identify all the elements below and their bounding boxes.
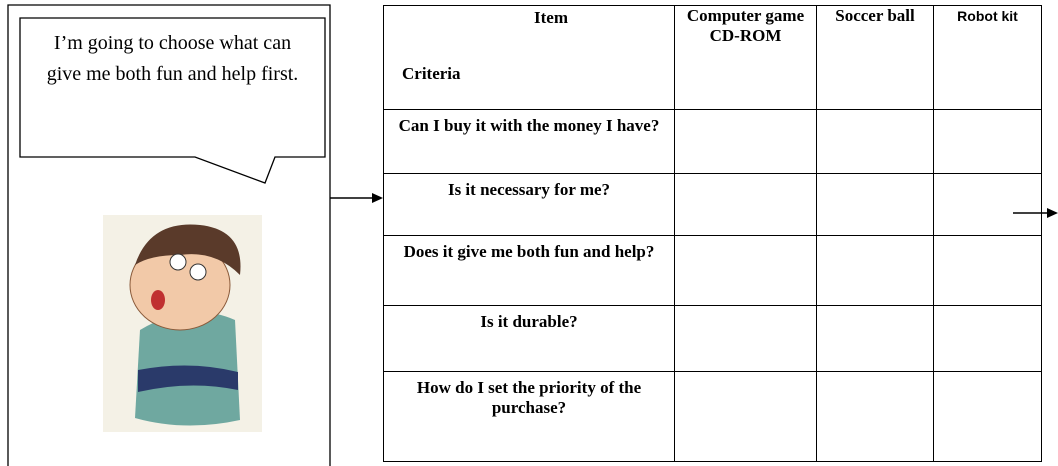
corner-cell: Item Criteria <box>383 5 675 110</box>
empty-cell <box>816 371 934 462</box>
empty-cell <box>674 235 817 306</box>
empty-cell <box>674 173 817 236</box>
empty-cell <box>933 109 1042 174</box>
header-row: Item Criteria Computer game CD-ROM Socce… <box>383 5 1042 110</box>
criteria-cell: Is it durable? <box>383 305 675 372</box>
empty-cell <box>674 305 817 372</box>
arrow-head <box>1047 208 1058 218</box>
criteria-cell: Is it necessary for me? <box>383 173 675 236</box>
criteria-cell: Does it give me both fun and help? <box>383 235 675 306</box>
criteria-cell: Can I buy it with the money I have? <box>383 109 675 174</box>
criteria-table: Item Criteria Computer game CD-ROM Socce… <box>383 5 1042 462</box>
empty-cell <box>816 305 934 372</box>
empty-cell <box>933 235 1042 306</box>
item-label: Item <box>534 8 568 27</box>
character <box>103 215 262 432</box>
criteria-row: Is it durable? <box>383 305 1042 372</box>
criteria-row: How do I set the priority of the purchas… <box>383 371 1042 462</box>
criteria-cell: How do I set the priority of the purchas… <box>383 371 675 462</box>
bubble-text: I’m going to choose what can give me bot… <box>46 32 299 85</box>
empty-cell <box>674 109 817 174</box>
empty-cell <box>933 305 1042 372</box>
column-header: Robot kit <box>933 5 1042 110</box>
empty-cell <box>816 235 934 306</box>
criteria-row: Does it give me both fun and help? <box>383 235 1042 306</box>
arrow-head <box>372 193 383 203</box>
speech-bubble <box>19 17 326 184</box>
empty-cell <box>933 173 1042 236</box>
column-header: Computer game CD-ROM <box>674 5 817 110</box>
empty-cell <box>816 109 934 174</box>
criteria-row: Is it necessary for me? <box>383 173 1042 236</box>
empty-cell <box>933 371 1042 462</box>
column-header: Soccer ball <box>816 5 934 110</box>
criteria-row: Can I buy it with the money I have? <box>383 109 1042 174</box>
criteria-label: Criteria <box>402 64 461 83</box>
empty-cell <box>816 173 934 236</box>
left-panel <box>7 4 331 466</box>
empty-cell <box>674 371 817 462</box>
